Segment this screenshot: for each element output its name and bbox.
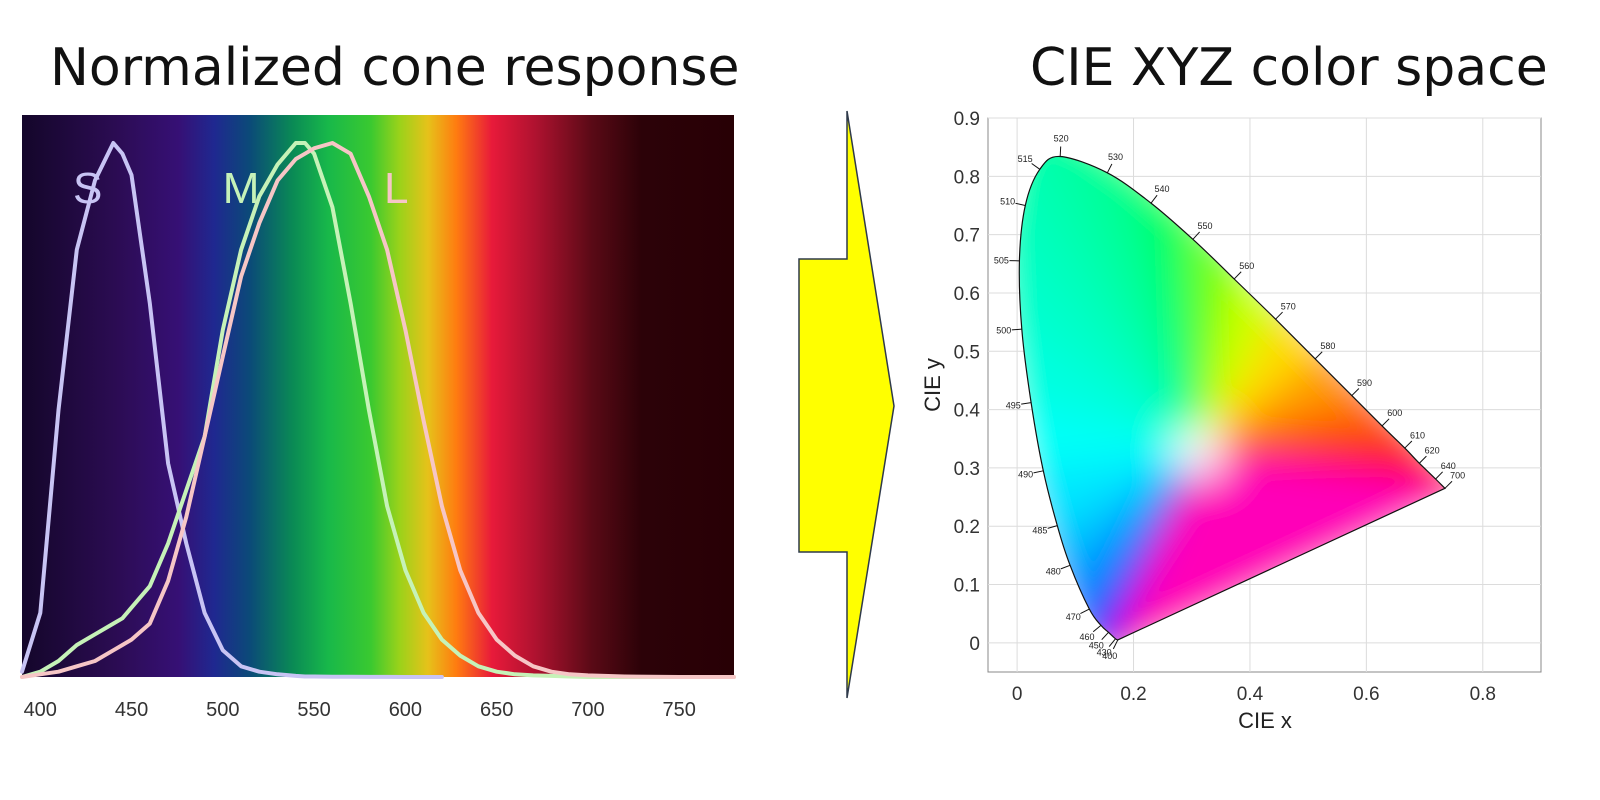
cone-label-m: M [223,164,260,213]
y-tick-label: 0.2 [954,517,980,538]
y-tick-label: 0.1 [954,576,980,597]
wavelength-tick [1275,311,1283,320]
wavelength-tick [1435,471,1443,480]
x-tick-label: 450 [115,699,148,721]
wavelength-label: 520 [1054,134,1069,144]
cone-curve-s [20,141,444,679]
cone-label-s: S [73,164,102,213]
left-chart-title: Normalized cone response [50,38,740,98]
x-tick-label: 500 [206,699,239,721]
y-tick-label: 0.6 [954,284,980,305]
wavelength-tick [1059,146,1062,157]
wavelength-label: 530 [1108,152,1123,162]
x-tick-label: 550 [297,699,330,721]
wavelength-tick [1351,388,1360,396]
wavelength-label: 620 [1425,446,1440,456]
x-axis-ticks: 400 450 500 550 600 650 700 750 [24,699,696,721]
wavelength-tick [1080,608,1090,615]
wavelength-tick [1015,202,1026,206]
x-tick-label: 400 [24,699,57,721]
cone-response-chart: S M L 400 450 500 550 600 650 700 750 [20,115,736,721]
wavelength-label: 570 [1281,301,1296,311]
wavelength-label: 490 [1018,470,1033,480]
wavelength-label: 480 [1046,567,1061,577]
y-axis-label: CIE y [920,358,945,412]
wavelength-tick [1192,231,1201,240]
wavelength-label: 580 [1320,341,1335,351]
wavelength-label: 510 [1000,197,1015,207]
wavelength-label: 495 [1006,400,1021,410]
wavelength-tick [1112,639,1119,650]
axis-ticks: 0 0.2 0.4 0.6 0.8 0 0.1 0.2 0.3 0.4 0.5 0.6 0.7 0.8 0.… [954,109,1496,705]
right-chart-title: CIE XYZ color space [1030,38,1548,98]
wavelength-tick [1150,194,1158,204]
y-tick-label: 0.8 [954,167,980,188]
y-tick-label: 0.5 [954,342,980,363]
wavelength-label: 640 [1441,461,1456,471]
wavelength-tick [1031,163,1041,170]
wavelength-label: 550 [1198,221,1213,231]
wavelength-label: 450 [1089,641,1104,651]
wavelength-label: 430 [1097,648,1112,658]
x-tick-label: 0.8 [1470,684,1496,705]
wavelength-tick [1108,638,1116,647]
wavelength-tick [1092,624,1102,633]
wavelength-tick [1418,455,1427,464]
y-tick-label: 0.4 [954,401,981,422]
white-point-glow [1169,420,1230,481]
wavelength-label: 515 [1018,154,1033,164]
wavelength-label: 505 [994,255,1009,265]
wavelength-label: 400 [1102,651,1117,661]
wavelength-label: 560 [1239,261,1254,271]
wavelength-tick [1060,564,1071,570]
wavelength-tick [1233,271,1242,280]
arrow-icon [798,110,895,699]
x-tick-label: 0.4 [1237,684,1264,705]
wavelength-label: 600 [1387,408,1402,418]
cone-curves [20,141,736,679]
wavelength-label: 540 [1155,184,1170,194]
cone-curve-l [20,141,736,679]
wavelength-tick [1011,328,1022,331]
x-tick-label: 700 [571,699,604,721]
cone-curve-m [20,141,736,679]
wavelength-label: 470 [1066,612,1081,622]
wavelength-tick [1021,402,1032,405]
spectral-locus-outline [1018,155,1447,641]
y-tick-label: 0.3 [954,459,980,480]
wavelength-tick [1381,418,1390,427]
wavelength-tick [1106,163,1113,174]
wavelength-tick [1314,351,1323,360]
y-tick-label: 0.9 [954,109,980,130]
spectrum-background [22,115,734,677]
y-tick-label: 0 [969,634,980,655]
wavelength-label: 590 [1357,378,1372,388]
wavelength-tick [1033,470,1044,474]
x-axis-label: CIE x [1238,708,1292,733]
x-tick-label: 0 [1012,684,1023,705]
wavelength-label: 700 [1450,471,1465,481]
x-tick-label: 600 [389,699,422,721]
wavelength-label: 500 [996,326,1011,336]
wavelength-tick [1101,632,1109,641]
cone-label-l: L [384,164,408,213]
wavelength-label: 460 [1080,632,1095,642]
x-tick-label: 0.6 [1353,684,1379,705]
x-tick-label: 650 [480,699,513,721]
x-tick-label: 0.2 [1120,684,1146,705]
x-tick-label: 750 [663,699,696,721]
wavelength-label: 610 [1410,430,1425,440]
y-tick-label: 0.7 [954,226,980,247]
wavelength-label: 485 [1032,526,1047,536]
wavelength-tick [1404,440,1413,449]
wavelength-tick [1047,525,1058,529]
wavelength-tick [1444,480,1453,489]
